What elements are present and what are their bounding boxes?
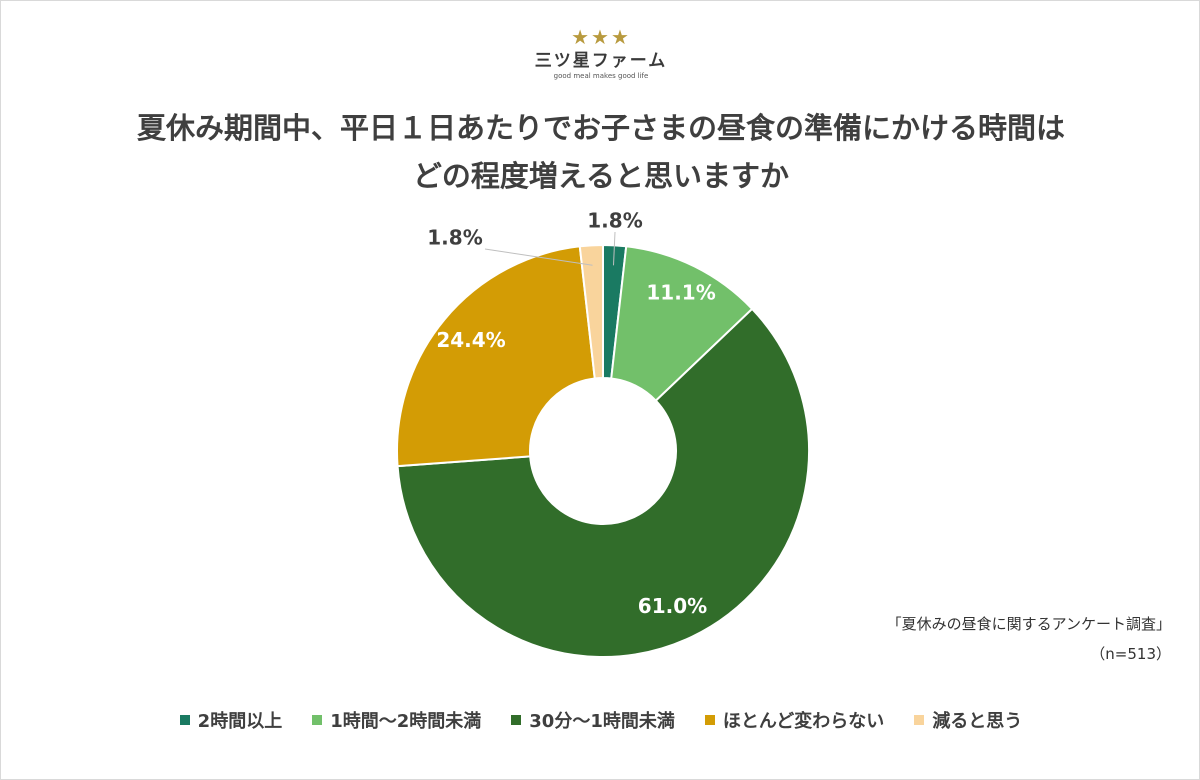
brand-logo: ★★★ 三ツ星ファーム good meal makes good life — [1, 27, 1200, 81]
legend-item: 1時間～2時間未満 — [312, 707, 481, 733]
legend-item: 減ると思う — [914, 707, 1022, 733]
donut-slice — [610, 245, 754, 403]
data-label: 11.1% — [646, 280, 715, 304]
logo-tagline: good meal makes good life — [553, 72, 649, 80]
chart-title: 夏休み期間中、平日１日あたりでお子さまの昼食の準備にかける時間は どの程度増える… — [1, 104, 1200, 200]
legend-label: 30分～1時間未満 — [529, 711, 675, 732]
legend-label: 2時間以上 — [197, 711, 283, 732]
leader-line — [484, 248, 593, 266]
legend-swatch — [312, 715, 323, 725]
legend-item: 2時間以上 — [179, 707, 283, 733]
data-label: 61.0% — [638, 594, 707, 618]
legend-item: ほとんど変わらない — [704, 707, 885, 733]
legend-label: 1時間～2時間未満 — [330, 711, 482, 732]
chart-title-line-1: 夏休み期間中、平日１日あたりでお子さまの昼食の準備にかける時間は — [136, 111, 1065, 145]
legend-label: 減ると思う — [932, 711, 1023, 732]
legend-swatch — [914, 715, 925, 725]
leader-line — [613, 231, 616, 266]
legend-item: 30分～1時間未満 — [511, 707, 675, 733]
legend-swatch — [704, 715, 715, 725]
logo-name: 三ツ星ファーム — [534, 51, 668, 71]
legend-label: ほとんど変わらない — [722, 711, 885, 732]
data-label: 1.8% — [587, 209, 642, 233]
donut-slice — [396, 245, 596, 468]
survey-name: 「夏休みの昼食に関するアンケート調査」 — [886, 615, 1171, 633]
sample-size: （n=513） — [1090, 645, 1171, 663]
source-note: 「夏休みの昼食に関するアンケート調査」 （n=513） — [887, 609, 1171, 669]
data-label: 1.8% — [427, 226, 482, 250]
chart-legend: 2時間以上 1時間～2時間未満 30分～1時間未満 ほとんど変わらない 減ると思う — [1, 707, 1200, 733]
chart-title-line-2: どの程度増えると思いますか — [412, 159, 790, 193]
legend-swatch — [179, 715, 190, 725]
logo-stars-icon: ★★★ — [571, 25, 631, 49]
donut-slice — [396, 307, 810, 658]
data-label: 24.4% — [436, 328, 505, 352]
legend-swatch — [511, 715, 522, 725]
donut-slice — [578, 243, 604, 380]
